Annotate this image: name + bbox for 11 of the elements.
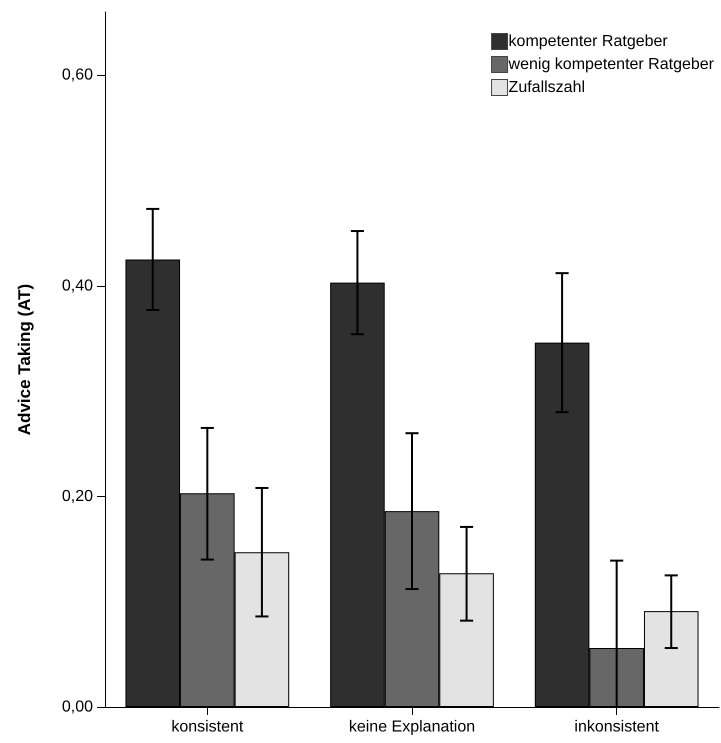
y-tick-label: 0,20 xyxy=(62,488,94,505)
x-tick-label: inkonsistent xyxy=(574,718,660,736)
y-axis-title: Advice Taking (AT) xyxy=(15,284,34,436)
y-tick-label: 0,00 xyxy=(62,698,94,716)
y-tick-label: 0,60 xyxy=(62,66,94,84)
legend-label: wenig kompetenter Ratgeber xyxy=(508,56,715,73)
x-tick-label: keine Explanation xyxy=(348,718,476,736)
y-tick-label: 0,40 xyxy=(62,277,94,294)
legend-label: Zufallszahl xyxy=(508,79,586,96)
legend-label: kompetenter Ratgeber xyxy=(508,33,668,50)
x-tick-label: konsistent xyxy=(171,718,244,736)
